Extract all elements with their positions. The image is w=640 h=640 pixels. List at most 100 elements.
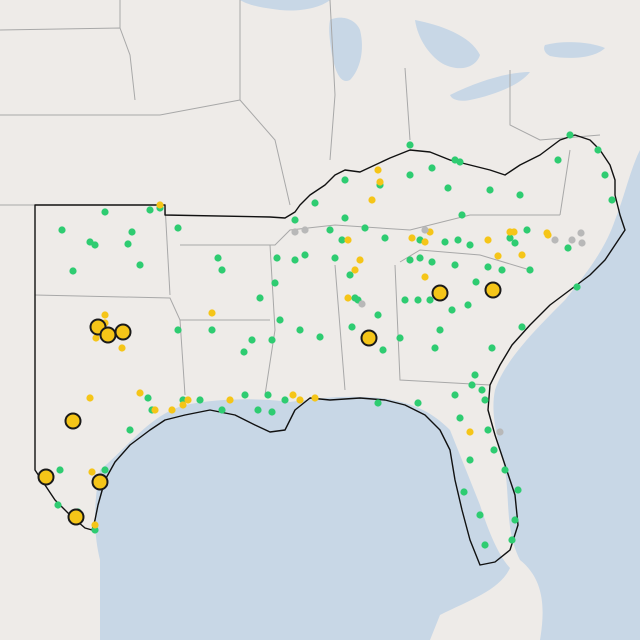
green-marker-29[interactable] [466,241,474,249]
green-marker-96[interactable] [488,344,496,352]
yellow-marker-35[interactable] [543,229,551,237]
green-marker-4[interactable] [128,228,136,236]
green-marker-106[interactable] [374,311,382,319]
green-marker-5[interactable] [136,261,144,269]
green-marker-86[interactable] [460,488,468,496]
green-marker-35[interactable] [564,244,572,252]
green-marker-7[interactable] [174,224,182,232]
green-marker-59[interactable] [196,396,204,404]
yellow-marker-32[interactable] [494,252,502,260]
green-marker-56[interactable] [268,408,276,416]
green-marker-97[interactable] [518,323,526,331]
large-yellow-marker-9[interactable] [67,508,85,526]
green-marker-28[interactable] [444,184,452,192]
green-marker-112[interactable] [86,238,94,246]
green-marker-99[interactable] [401,296,409,304]
green-marker-72[interactable] [374,399,382,407]
yellow-marker-11[interactable] [168,406,176,414]
green-marker-33[interactable] [523,226,531,234]
green-marker-36[interactable] [573,283,581,291]
green-marker-39[interactable] [594,146,602,154]
yellow-marker-3[interactable] [156,201,164,209]
yellow-marker-15[interactable] [88,468,96,476]
green-marker-55[interactable] [254,406,262,414]
green-marker-13[interactable] [291,256,299,264]
yellow-marker-37[interactable] [92,334,100,342]
yellow-marker-33[interactable] [466,428,474,436]
green-marker-65[interactable] [101,466,109,474]
green-marker-71[interactable] [348,323,356,331]
green-marker-87[interactable] [476,511,484,519]
yellow-marker-23[interactable] [344,294,352,302]
green-marker-78[interactable] [478,386,486,394]
green-marker-79[interactable] [471,371,479,379]
green-marker-76[interactable] [484,426,492,434]
green-marker-51[interactable] [291,216,299,224]
green-marker-8[interactable] [218,266,226,274]
green-marker-102[interactable] [276,316,284,324]
yellow-marker-26[interactable] [408,234,416,242]
green-marker-53[interactable] [281,396,289,404]
yellow-marker-24[interactable] [421,238,429,246]
large-yellow-marker-7[interactable] [37,468,55,486]
yellow-marker-7[interactable] [208,309,216,317]
green-marker-108[interactable] [338,236,346,244]
large-yellow-marker-6[interactable] [64,412,82,430]
green-marker-41[interactable] [608,196,616,204]
yellow-marker-20[interactable] [344,236,352,244]
green-marker-116[interactable] [506,234,514,242]
green-marker-77[interactable] [490,446,498,454]
green-marker-93[interactable] [426,296,434,304]
green-marker-37[interactable] [554,156,562,164]
green-marker-21[interactable] [416,254,424,262]
green-marker-74[interactable] [451,391,459,399]
green-marker-32[interactable] [511,239,519,247]
green-marker-110[interactable] [124,240,132,248]
green-marker-43[interactable] [486,186,494,194]
green-marker-82[interactable] [501,466,509,474]
green-marker-49[interactable] [326,226,334,234]
yellow-marker-0[interactable] [374,166,382,174]
green-marker-25[interactable] [454,236,462,244]
yellow-marker-27[interactable] [421,273,429,281]
large-yellow-marker-4[interactable] [484,281,502,299]
green-marker-62[interactable] [144,394,152,402]
green-marker-46[interactable] [406,171,414,179]
green-marker-12[interactable] [268,336,276,344]
gray-marker-8[interactable] [568,236,576,244]
green-marker-45[interactable] [451,156,459,164]
green-marker-73[interactable] [414,399,422,407]
yellow-marker-34[interactable] [506,228,514,236]
green-marker-50[interactable] [301,251,309,259]
green-marker-109[interactable] [331,254,339,262]
green-marker-57[interactable] [241,391,249,399]
gray-marker-5[interactable] [578,239,586,247]
green-marker-1[interactable] [101,208,109,216]
green-marker-75[interactable] [481,396,489,404]
green-marker-114[interactable] [451,261,459,269]
green-marker-52[interactable] [296,326,304,334]
green-marker-111[interactable] [146,206,154,214]
green-marker-26[interactable] [458,211,466,219]
yellow-marker-10[interactable] [151,406,159,414]
green-marker-67[interactable] [56,466,64,474]
yellow-marker-21[interactable] [351,266,359,274]
gray-marker-2[interactable] [421,226,429,234]
yellow-marker-9[interactable] [179,401,187,409]
green-marker-83[interactable] [514,486,522,494]
green-marker-95[interactable] [464,301,472,309]
green-marker-115[interactable] [472,278,480,286]
large-yellow-marker-8[interactable] [91,473,109,491]
green-marker-48[interactable] [341,176,349,184]
green-marker-19[interactable] [381,234,389,242]
large-yellow-marker-3[interactable] [431,284,449,302]
green-marker-64[interactable] [126,426,134,434]
green-marker-61[interactable] [174,326,182,334]
yellow-marker-8[interactable] [226,396,234,404]
green-marker-11[interactable] [273,254,281,262]
green-marker-0[interactable] [58,226,66,234]
green-marker-88[interactable] [481,541,489,549]
yellow-marker-1[interactable] [376,178,384,186]
green-marker-22[interactable] [428,258,436,266]
green-marker-101[interactable] [271,279,279,287]
